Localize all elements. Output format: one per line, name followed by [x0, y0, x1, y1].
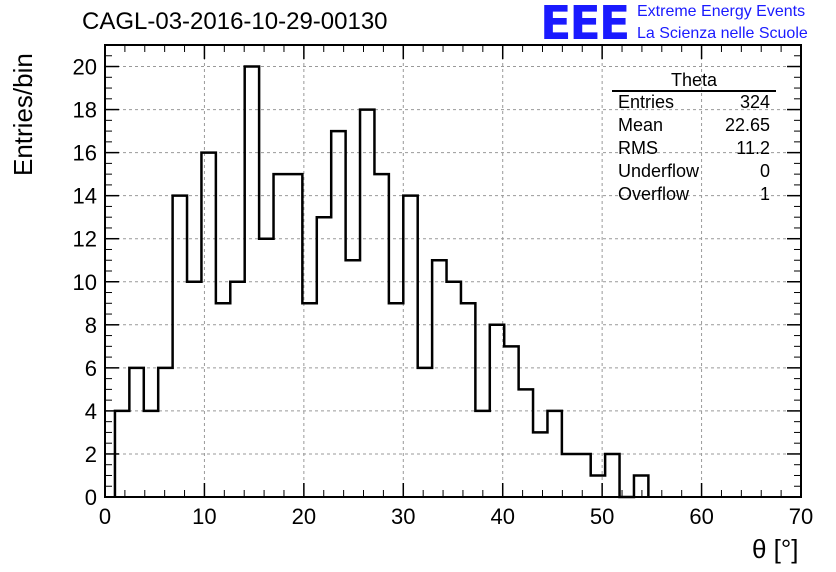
stats-row-mean: Mean 22.65	[618, 115, 770, 137]
x-tick-label: 70	[789, 504, 813, 529]
stats-row-underflow: Underflow 0	[618, 161, 770, 183]
stats-value: 0	[759, 161, 770, 181]
stats-key: Underflow	[618, 161, 700, 181]
stats-key: Overflow	[618, 184, 690, 204]
x-tick-label: 60	[689, 504, 713, 529]
stats-value: 324	[739, 92, 770, 112]
x-tick-label: 10	[192, 504, 216, 529]
x-tick-label: 20	[292, 504, 316, 529]
y-axis-label: Entries/bin	[8, 53, 38, 176]
stats-key: Entries	[618, 92, 675, 112]
y-tick-label: 16	[73, 141, 97, 166]
stats-value: 11.2	[736, 138, 770, 158]
x-tick-label: 30	[391, 504, 415, 529]
axis-ticks	[104, 44, 802, 498]
stats-value: 22.65	[724, 115, 770, 135]
x-tick-label: 50	[590, 504, 614, 529]
chart-title: CAGL-03-2016-10-29-00130	[82, 8, 388, 35]
y-tick-label: 12	[73, 227, 97, 252]
y-tick-label: 18	[73, 98, 97, 123]
stats-row-entries: Entries 324	[618, 92, 770, 114]
org-name-line1: Extreme Energy Events	[637, 3, 806, 20]
y-tick-label: 6	[85, 356, 97, 381]
x-tick-label: 0	[99, 504, 111, 529]
org-name-line2: La Scienza nelle Scuole	[637, 25, 808, 42]
x-tick-labels: 0 10 20 30 40 50 60 70	[99, 504, 813, 529]
stats-row-rms: RMS 11.2	[618, 138, 770, 160]
stats-value: 1	[759, 184, 770, 204]
eee-logo: EEE	[540, 0, 630, 50]
y-tick-label: 0	[85, 485, 97, 510]
y-tick-label: 10	[73, 270, 97, 295]
y-tick-label: 8	[85, 313, 97, 338]
stats-key: Mean	[618, 115, 664, 135]
y-tick-label: 20	[73, 55, 97, 80]
x-axis-label: θ [°]	[752, 534, 799, 564]
y-tick-label: 2	[85, 442, 97, 467]
stats-title: Theta	[670, 70, 718, 90]
y-tick-label: 4	[85, 399, 97, 424]
stats-key: RMS	[618, 138, 658, 158]
y-tick-labels: 0 2 4 6 8 10 12 14 16 18 20	[73, 55, 97, 510]
y-tick-label: 14	[73, 184, 97, 209]
stats-divider	[612, 90, 776, 92]
stats-row-overflow: Overflow 1	[618, 184, 770, 206]
x-tick-label: 40	[490, 504, 514, 529]
histogram-step-line	[113, 65, 650, 499]
